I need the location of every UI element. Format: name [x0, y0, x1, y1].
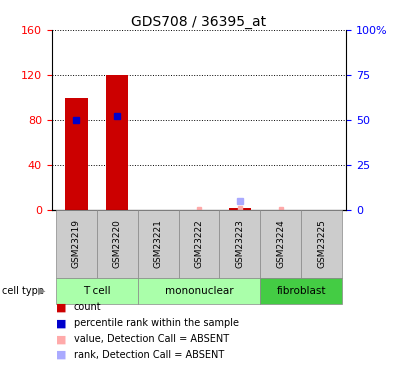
Bar	[260, 278, 342, 304]
Text: GSM23223: GSM23223	[235, 219, 244, 268]
Text: ■: ■	[56, 334, 66, 344]
Text: T cell: T cell	[83, 286, 111, 296]
Text: GSM23225: GSM23225	[317, 219, 326, 268]
Text: ■: ■	[56, 350, 66, 360]
Text: GSM23219: GSM23219	[72, 219, 81, 268]
Text: fibroblast: fibroblast	[277, 286, 326, 296]
Bar	[138, 278, 260, 304]
Bar	[179, 210, 219, 278]
Title: GDS708 / 36395_at: GDS708 / 36395_at	[131, 15, 267, 29]
Text: GSM23224: GSM23224	[276, 219, 285, 268]
Text: count: count	[74, 303, 101, 312]
Text: GSM23221: GSM23221	[154, 219, 163, 268]
Bar	[301, 210, 342, 278]
Bar	[97, 210, 138, 278]
Text: value, Detection Call = ABSENT: value, Detection Call = ABSENT	[74, 334, 229, 344]
Bar	[219, 210, 260, 278]
Bar	[56, 210, 97, 278]
Text: GSM23220: GSM23220	[113, 219, 122, 268]
Text: ■: ■	[56, 318, 66, 328]
Bar	[56, 278, 138, 304]
Text: ■: ■	[56, 303, 66, 312]
Text: rank, Detection Call = ABSENT: rank, Detection Call = ABSENT	[74, 350, 224, 360]
Bar	[106, 75, 129, 210]
Bar	[65, 98, 88, 210]
Text: GSM23222: GSM23222	[195, 219, 203, 268]
Text: cell type: cell type	[2, 286, 44, 296]
Bar	[229, 208, 251, 210]
Text: mononuclear: mononuclear	[165, 286, 233, 296]
Bar	[260, 210, 301, 278]
Text: percentile rank within the sample: percentile rank within the sample	[74, 318, 239, 328]
Bar	[138, 210, 179, 278]
Text: ▶: ▶	[38, 286, 46, 296]
